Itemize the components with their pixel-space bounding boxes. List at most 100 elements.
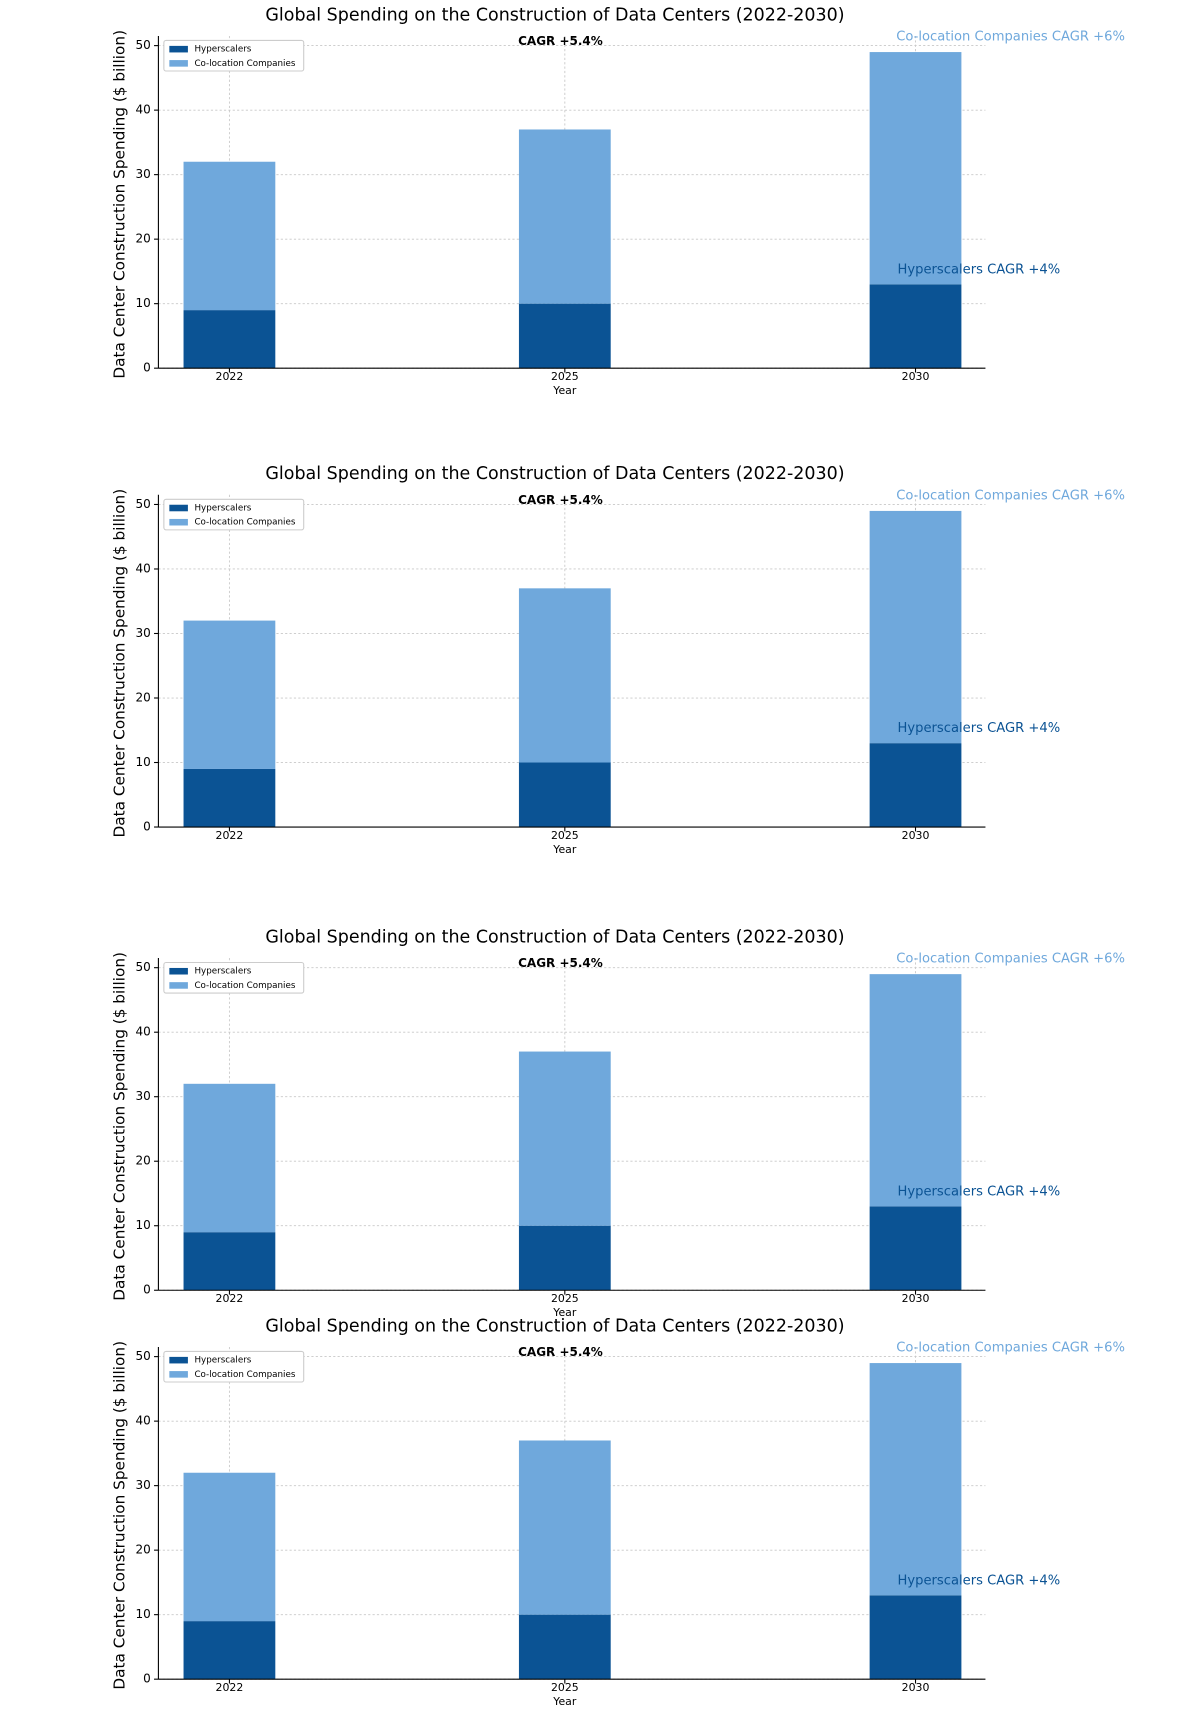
annotation: Co-location Companies CAGR +6% <box>896 488 1125 503</box>
chart: Global Spending on the Construction of D… <box>111 1316 1125 1708</box>
legend-box <box>163 1350 305 1383</box>
y-tick-label: 30 <box>135 1478 150 1492</box>
bar-segment <box>183 1621 276 1680</box>
bar-segment <box>869 974 962 1207</box>
bar-segment <box>518 1440 611 1615</box>
y-axis-label: Data Center Construction Spending ($ bil… <box>111 489 129 838</box>
y-tick-label: 20 <box>135 1543 150 1557</box>
y-tick-label: 50 <box>135 1349 150 1363</box>
legend-label: Co-location Companies <box>194 981 295 991</box>
legend-swatch <box>169 1356 188 1364</box>
bar-segment <box>518 588 611 763</box>
y-tick-label: 0 <box>143 1283 151 1297</box>
y-tick-label: 10 <box>135 755 150 769</box>
bar-segment <box>183 1232 276 1291</box>
annotation: Hyperscalers CAGR +4% <box>898 1573 1061 1588</box>
y-tick-label: 40 <box>135 1414 150 1428</box>
x-axis-label: Year <box>552 1695 577 1708</box>
y-axis-label: Data Center Construction Spending ($ bil… <box>111 1341 129 1690</box>
chart: Global Spending on the Construction of D… <box>111 464 1125 856</box>
legend-label: Hyperscalers <box>194 967 251 977</box>
legend-label: Hyperscalers <box>194 45 251 55</box>
chart-title: Global Spending on the Construction of D… <box>265 1316 844 1336</box>
legend-label: Co-location Companies <box>194 1370 295 1380</box>
x-tick-label: 2025 <box>551 1292 579 1305</box>
y-axis-label: Data Center Construction Spending ($ bil… <box>111 30 129 379</box>
bar-segment <box>518 303 611 369</box>
bar-segment <box>518 762 611 828</box>
y-tick-label: 10 <box>135 1218 150 1232</box>
y-tick-label: 50 <box>135 960 150 974</box>
legend-label: Co-location Companies <box>194 59 295 69</box>
annotation: Hyperscalers CAGR +4% <box>898 1184 1061 1199</box>
legend-swatch <box>169 45 188 53</box>
bar-segment <box>869 52 962 285</box>
y-axis-label: Data Center Construction Spending ($ bil… <box>111 952 129 1301</box>
bar-segment <box>518 1225 611 1291</box>
annotation: Co-location Companies CAGR +6% <box>896 30 1125 45</box>
y-tick-label: 0 <box>143 820 151 834</box>
bar-segment <box>183 310 276 369</box>
chart-title: Global Spending on the Construction of D… <box>265 464 844 484</box>
legend-box <box>163 39 305 72</box>
y-tick-label: 20 <box>135 691 150 705</box>
y-tick-label: 20 <box>135 232 150 246</box>
x-tick-label: 2022 <box>216 829 244 842</box>
chart: Global Spending on the Construction of D… <box>111 927 1125 1319</box>
annotation: Hyperscalers CAGR +4% <box>898 262 1061 277</box>
bar-segment <box>869 1363 962 1596</box>
bar-segment <box>869 743 962 828</box>
legend-swatch <box>169 1371 188 1378</box>
chart-title: Global Spending on the Construction of D… <box>265 927 844 947</box>
legend-label: Co-location Companies <box>194 518 295 528</box>
chart-title: Global Spending on the Construction of D… <box>265 5 844 25</box>
legend-box <box>163 961 305 994</box>
bar-segment <box>183 161 276 311</box>
annotation: Co-location Companies CAGR +6% <box>896 952 1125 967</box>
legend-label: Hyperscalers <box>194 1356 251 1366</box>
y-tick-label: 40 <box>135 103 150 117</box>
bar-segment <box>869 510 962 744</box>
legend-box <box>163 498 305 531</box>
bar-segment <box>869 1206 962 1291</box>
y-tick-label: 30 <box>135 1089 150 1103</box>
y-tick-label: 40 <box>135 1025 150 1039</box>
y-tick-label: 0 <box>143 1672 151 1686</box>
x-tick-label: 2025 <box>551 1681 579 1694</box>
x-tick-label: 2030 <box>902 829 930 842</box>
y-tick-label: 50 <box>135 497 150 511</box>
bar-segment <box>869 284 962 369</box>
x-tick-label: 2030 <box>902 370 930 383</box>
y-tick-label: 30 <box>135 167 150 181</box>
bar-segment <box>518 1614 611 1680</box>
annotation: CAGR +5.4% <box>518 34 603 48</box>
legend-swatch <box>169 504 188 512</box>
annotation: CAGR +5.4% <box>518 1345 603 1359</box>
legend-swatch <box>169 982 188 989</box>
annotation: CAGR +5.4% <box>518 493 603 507</box>
legend-swatch <box>169 60 188 67</box>
annotation: CAGR +5.4% <box>518 956 603 970</box>
y-tick-label: 30 <box>135 626 150 640</box>
x-axis-label: Year <box>552 1306 577 1319</box>
y-tick-label: 10 <box>135 1607 150 1621</box>
bar-segment <box>518 1051 611 1226</box>
x-axis-label: Year <box>552 384 577 397</box>
legend-label: Hyperscalers <box>194 504 251 514</box>
annotation: Co-location Companies CAGR +6% <box>896 1341 1125 1356</box>
bar-segment <box>183 768 276 828</box>
bar-segment <box>183 1472 276 1622</box>
y-tick-label: 50 <box>135 38 150 52</box>
bar-segment <box>183 1083 276 1233</box>
y-tick-label: 20 <box>135 1154 150 1168</box>
bar-segment <box>869 1595 962 1680</box>
x-tick-label: 2022 <box>216 1681 244 1694</box>
legend-swatch <box>169 967 188 975</box>
y-tick-label: 0 <box>143 361 151 375</box>
x-tick-label: 2030 <box>902 1681 930 1694</box>
bar-segment <box>183 620 276 769</box>
bar-segment <box>518 129 611 304</box>
x-tick-label: 2025 <box>551 370 579 383</box>
charts: Global Spending on the Construction of D… <box>111 5 1125 1708</box>
